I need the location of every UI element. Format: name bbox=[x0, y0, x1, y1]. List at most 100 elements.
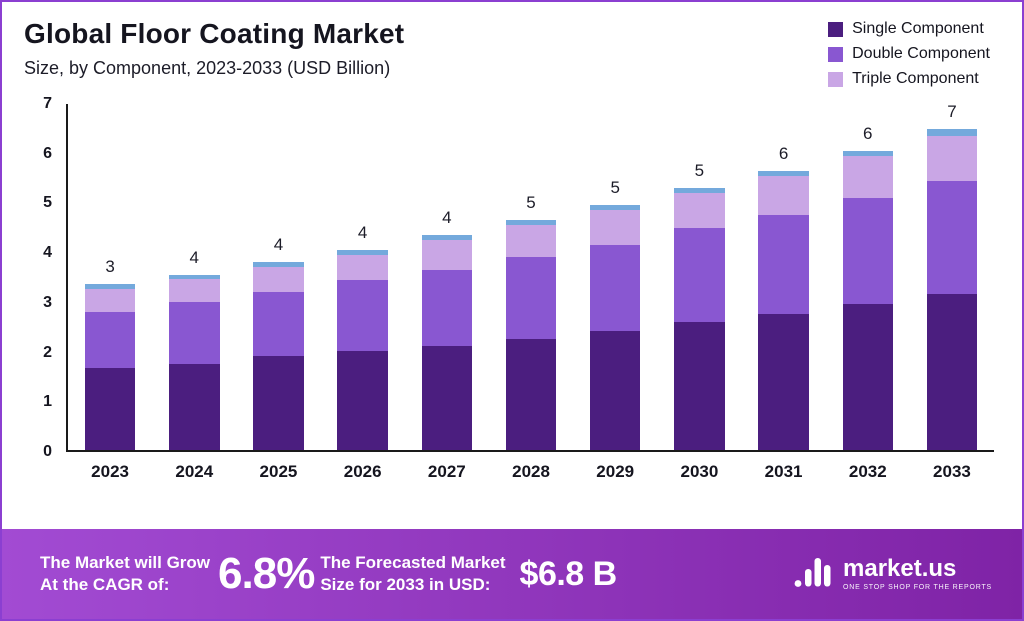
bar-stack bbox=[674, 188, 725, 450]
brand-logo: market.us ONE STOP SHOP FOR THE REPORTS bbox=[793, 555, 992, 594]
plot-column: 3 4 4 4 4 5 5 5 6 6 7 2023 2024 2025 2026 2027 2028 2029… bbox=[66, 101, 994, 529]
bar-segment-triple-component bbox=[421, 239, 473, 270]
x-axis-year-label: 2027 bbox=[427, 462, 466, 481]
x-axis-year-label: 2030 bbox=[680, 462, 719, 481]
bar-segment-single-component bbox=[589, 331, 641, 450]
bar-column: 7 bbox=[910, 101, 994, 450]
bar-total-label: 7 bbox=[947, 101, 957, 121]
legend: Single Component Double Component Triple C… bbox=[828, 20, 990, 88]
bar-column: 5 bbox=[573, 104, 657, 450]
bar-segment-single-component bbox=[84, 368, 136, 450]
bar-stack bbox=[926, 128, 978, 450]
x-axis-year-label: 2026 bbox=[343, 462, 382, 481]
brand-tagline: ONE STOP SHOP FOR THE REPORTS bbox=[843, 584, 992, 591]
x-axis-year-label: 2033 bbox=[933, 462, 971, 481]
chart-header: Global Floor Coating Market Size, by Com… bbox=[24, 18, 994, 88]
bar-total-label: 4 bbox=[273, 235, 284, 255]
market-us-logo-icon bbox=[793, 555, 835, 594]
chart-area: Global Floor Coating Market Size, by Com… bbox=[2, 2, 1022, 529]
bar-segment-double-component bbox=[842, 197, 894, 305]
bar-segment-double-component bbox=[421, 269, 473, 347]
bar-segment-triple-component bbox=[337, 254, 388, 280]
legend-label: Double Component bbox=[852, 45, 990, 62]
forecast-label: The Forecasted Market Size for 2033 in U… bbox=[320, 552, 505, 596]
x-axis-year-label: 2029 bbox=[596, 462, 635, 481]
forecast-label-line1: The Forecasted Market bbox=[320, 552, 506, 572]
forecast-value: $6.8 B bbox=[519, 554, 618, 593]
x-axis-year-label: 2032 bbox=[848, 462, 887, 481]
bar-column: 3 bbox=[68, 104, 152, 450]
bar-total-label: 5 bbox=[694, 161, 705, 181]
bar-segment-triple-component bbox=[253, 267, 304, 292]
bar-segment-double-component bbox=[926, 180, 978, 295]
bar-segment-top-cap-accent bbox=[674, 188, 725, 193]
bar-column: 6 bbox=[742, 104, 826, 450]
bar-stack bbox=[337, 249, 388, 450]
bar-segment-triple-component bbox=[674, 193, 725, 228]
legend-label: Single Component bbox=[852, 20, 984, 37]
footer-banner: The Market will Grow At the CAGR of: 6.8… bbox=[2, 529, 1022, 619]
bar-segment-top-cap-accent bbox=[758, 170, 809, 176]
bar-segment-top-cap-accent bbox=[253, 262, 304, 268]
bar-column: 5 bbox=[657, 104, 741, 450]
bar-segment-double-component bbox=[589, 244, 641, 332]
plot-area: 3 4 4 4 4 5 5 5 6 6 7 bbox=[66, 101, 994, 452]
brand-name: market.us bbox=[843, 555, 957, 582]
bar-total-label: 6 bbox=[863, 123, 873, 143]
bar-segment-single-component bbox=[421, 346, 473, 450]
bar-segment-double-component bbox=[758, 215, 809, 315]
x-axis-year-label: 2025 bbox=[259, 462, 298, 481]
bar-total-label: 4 bbox=[189, 247, 200, 267]
bar-segment-single-component bbox=[758, 314, 809, 450]
bar-segment-top-cap-accent bbox=[842, 150, 894, 156]
bar-column: 5 bbox=[489, 104, 573, 450]
bar-stack bbox=[421, 235, 473, 450]
chart-subtitle: Size, by Component, 2023-2033 (USD Billi… bbox=[24, 58, 391, 78]
x-axis-year-label: 2024 bbox=[175, 462, 214, 481]
cagr-label-line1: The Market will Grow bbox=[40, 552, 211, 572]
bar-segment-single-component bbox=[842, 304, 894, 450]
bar-total-label: 5 bbox=[526, 193, 536, 213]
bar-segment-single-component bbox=[674, 321, 725, 450]
legend-item: Double Component bbox=[828, 45, 990, 63]
brand-text: market.us ONE STOP SHOP FOR THE REPORTS bbox=[843, 555, 992, 592]
bar-segment-top-cap-accent bbox=[589, 205, 641, 211]
bar-segment-double-component bbox=[169, 301, 220, 364]
bar-stack bbox=[758, 170, 809, 450]
bar-segment-single-component bbox=[169, 363, 220, 450]
bar-segment-triple-component bbox=[505, 225, 557, 258]
bar-total-label: 3 bbox=[105, 257, 115, 277]
bar-segment-triple-component bbox=[758, 175, 809, 216]
bar-segment-top-cap-accent bbox=[926, 128, 978, 137]
bar-segment-top-cap-accent bbox=[84, 284, 136, 290]
bar-stack bbox=[169, 274, 220, 450]
bar-column: 4 bbox=[405, 104, 489, 450]
legend-item: Triple Component bbox=[828, 70, 990, 88]
bar-total-label: 4 bbox=[442, 208, 452, 227]
bar-stack bbox=[589, 205, 641, 450]
bar-segment-single-component bbox=[253, 356, 304, 450]
forecast-label-line2: Size for 2033 in USD: bbox=[320, 575, 491, 594]
x-axis-labels: 2023 2024 2025 2026 2027 2028 2029 2030 2031 2032… bbox=[66, 462, 994, 482]
bar-column: 4 bbox=[321, 104, 405, 450]
bar-segment-double-component bbox=[253, 291, 304, 357]
legend-swatch bbox=[828, 46, 844, 62]
bar-stack bbox=[84, 284, 136, 450]
bar-segment-top-cap-accent bbox=[169, 274, 220, 280]
bar-total-label: 4 bbox=[357, 222, 368, 242]
bar-segment-top-cap-accent bbox=[421, 235, 473, 240]
bar-total-label: 6 bbox=[778, 143, 789, 163]
x-axis-year-label: 2028 bbox=[512, 462, 550, 481]
bar-total-label: 5 bbox=[610, 178, 620, 198]
legend-swatch bbox=[828, 21, 844, 37]
bar-segment-triple-component bbox=[84, 289, 136, 312]
bar-segment-top-cap-accent bbox=[337, 249, 388, 255]
legend-label: Triple Component bbox=[852, 70, 979, 87]
bar-segment-double-component bbox=[337, 279, 388, 352]
bar-stack bbox=[253, 262, 304, 450]
x-axis-year-label: 2031 bbox=[764, 462, 803, 481]
bar-stack bbox=[505, 220, 557, 450]
bar-column: 4 bbox=[236, 104, 320, 450]
